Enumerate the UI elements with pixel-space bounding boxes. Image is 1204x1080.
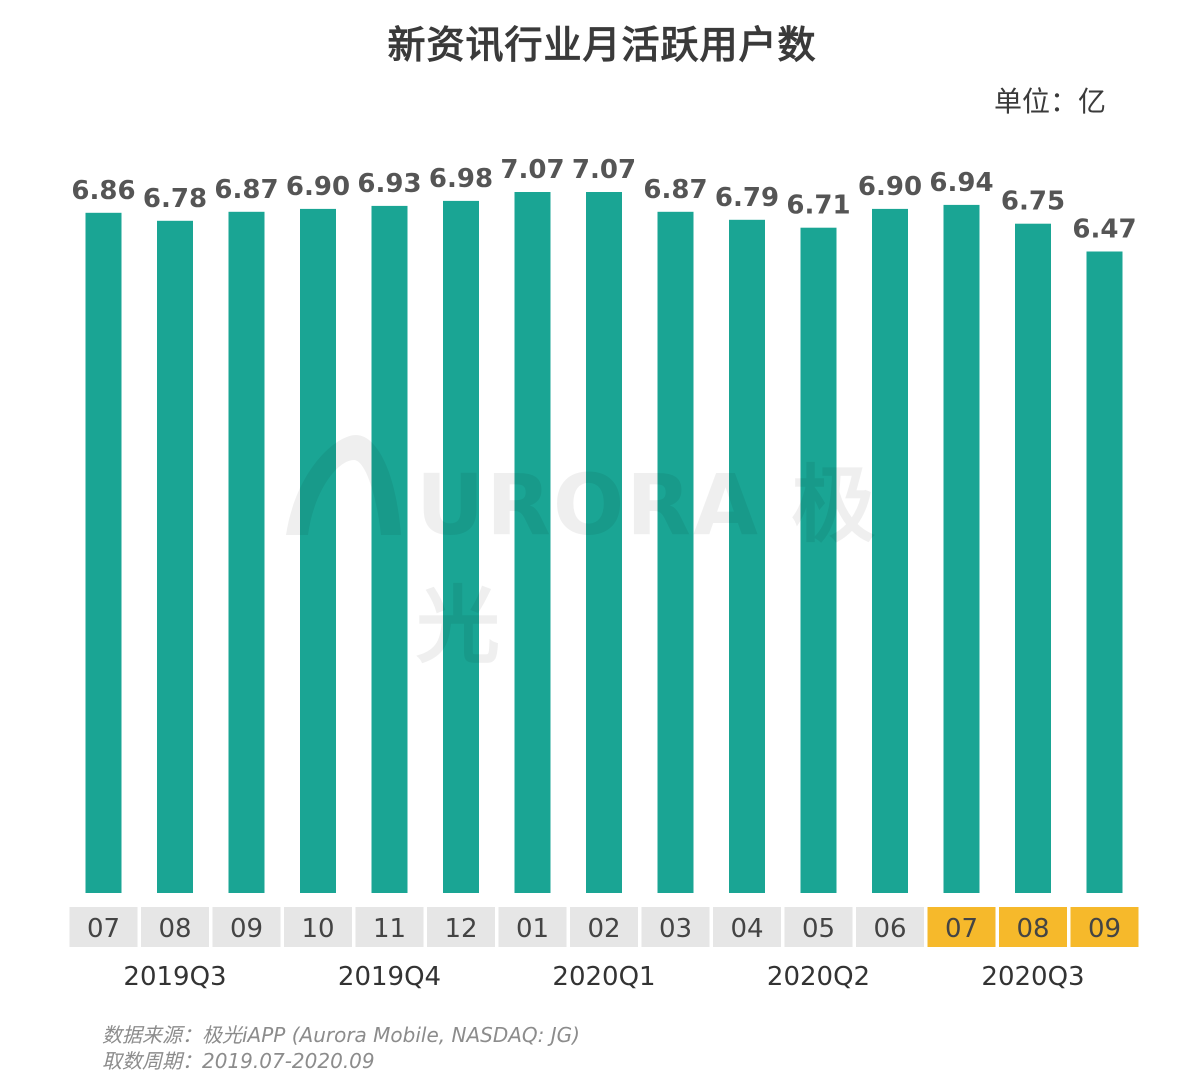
source-line: 数据来源：极光iAPP (Aurora Mobile, NASDAQ: JG)	[102, 1023, 580, 1047]
quarter-label-1: 2019Q4	[338, 962, 441, 992]
bar-chart: 6.86 07 6.78 08 6.87 09 6.90 10 6.93 11 6.98 12 7.07…	[69, 155, 1139, 992]
month-cell-11	[856, 907, 924, 947]
bar-13	[1015, 223, 1051, 893]
value-label-13: 6.75	[1001, 187, 1065, 217]
month-label-6: 01	[516, 914, 549, 944]
value-label-6: 7.07	[500, 155, 564, 185]
month-label-3: 10	[301, 914, 334, 944]
month-label-13: 08	[1016, 914, 1049, 944]
bar-2	[228, 211, 265, 894]
month-cell-4	[355, 907, 424, 947]
month-cell-2	[212, 907, 281, 947]
month-cell-10	[784, 907, 853, 947]
month-cell-3	[284, 907, 352, 947]
month-label-2: 09	[230, 914, 263, 944]
month-label-7: 02	[587, 914, 620, 944]
month-cell-8	[641, 907, 710, 947]
value-label-14: 6.47	[1072, 215, 1136, 245]
month-label-0: 07	[87, 914, 120, 944]
month-label-4: 11	[373, 914, 406, 944]
month-cell-6	[498, 907, 567, 947]
bar-4	[371, 205, 408, 893]
month-cell-7	[570, 907, 638, 947]
bar-5	[443, 200, 479, 893]
bar-11	[872, 208, 908, 893]
month-label-14: 09	[1088, 914, 1121, 944]
month-label-5: 12	[444, 914, 477, 944]
value-label-0: 6.86	[71, 176, 135, 206]
value-label-2: 6.87	[214, 175, 278, 205]
bar-14	[1086, 251, 1123, 893]
month-label-10: 05	[802, 914, 835, 944]
month-cell-9	[713, 907, 781, 947]
month-cell-12	[927, 907, 996, 947]
quarter-label-3: 2020Q2	[767, 962, 870, 992]
bar-0	[85, 212, 122, 894]
month-label-1: 08	[158, 914, 191, 944]
value-label-3: 6.90	[286, 172, 350, 202]
month-cell-1	[141, 907, 209, 947]
bar-10	[800, 227, 837, 893]
bar-8	[657, 211, 694, 894]
value-label-8: 6.87	[643, 175, 707, 205]
quarter-label-2: 2020Q1	[552, 962, 655, 992]
value-label-1: 6.78	[143, 184, 207, 214]
month-label-9: 04	[730, 914, 763, 944]
value-label-10: 6.71	[786, 191, 850, 221]
bar-12	[943, 204, 980, 893]
month-cell-0	[69, 907, 138, 947]
quarter-label-0: 2019Q3	[123, 962, 226, 992]
value-label-5: 6.98	[429, 164, 493, 194]
month-label-8: 03	[659, 914, 692, 944]
month-label-12: 07	[945, 914, 978, 944]
bar-3	[300, 208, 336, 893]
value-label-7: 7.07	[572, 155, 636, 185]
period-line: 取数周期：2019.07-2020.09	[102, 1049, 375, 1073]
quarter-label-4: 2020Q3	[981, 962, 1084, 992]
source-note: 数据来源：极光iAPP (Aurora Mobile, NASDAQ: JG) …	[102, 1022, 580, 1074]
month-cell-14	[1070, 907, 1139, 947]
value-label-11: 6.90	[858, 172, 922, 202]
value-label-9: 6.79	[715, 183, 779, 213]
unit-label: 单位：亿	[993, 85, 1106, 118]
bar-9	[729, 219, 765, 894]
chart-title: 新资讯行业月活跃用户数	[387, 23, 817, 67]
month-label-11: 06	[873, 914, 906, 944]
month-cell-13	[999, 907, 1067, 947]
bar-7	[586, 192, 622, 893]
value-label-4: 6.93	[357, 169, 421, 199]
value-label-12: 6.94	[929, 168, 993, 198]
month-cell-5	[427, 907, 495, 947]
bar-1	[157, 220, 193, 894]
bar-6	[514, 192, 551, 893]
